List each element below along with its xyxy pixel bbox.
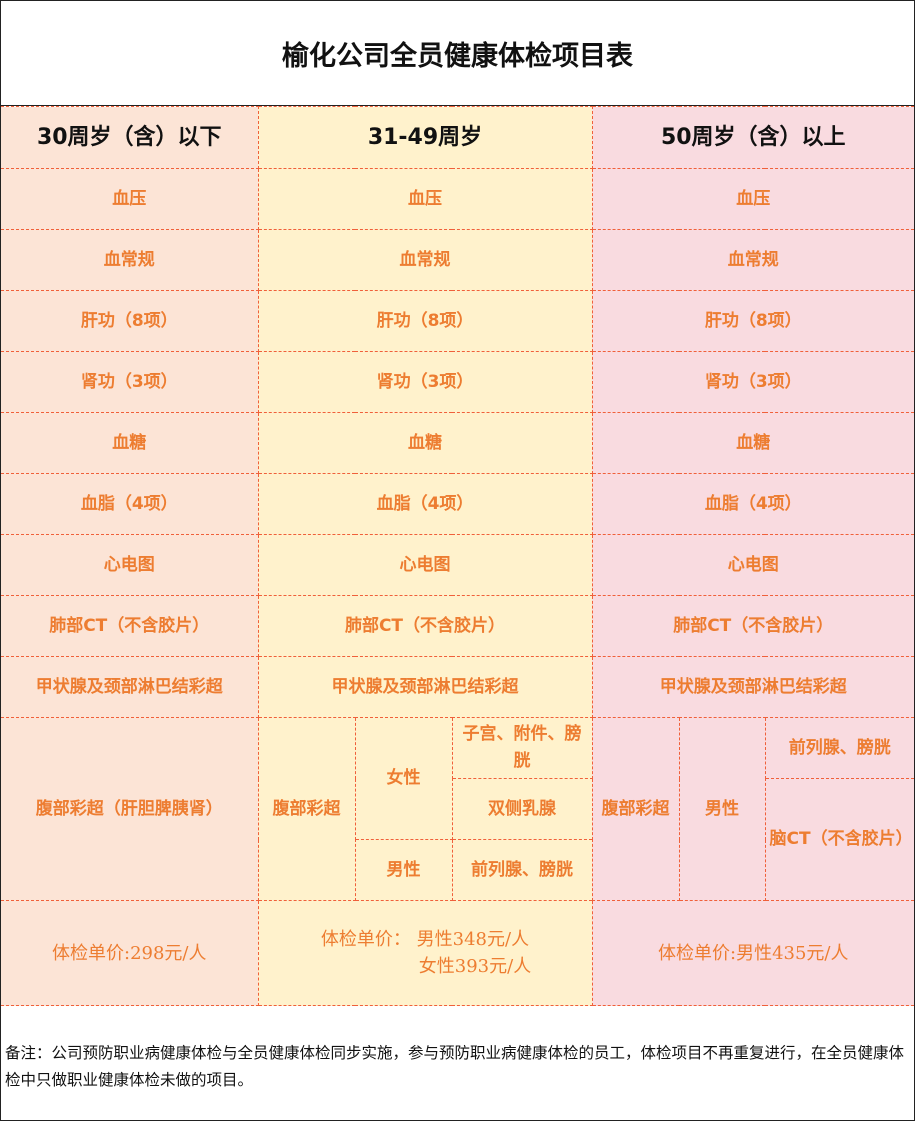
item-cell: 肺部CT（不含胶片） [591, 595, 914, 657]
female-label: 女性 [354, 717, 453, 840]
item-cell: 肝功（8项） [257, 290, 593, 352]
page-title: 榆化公司全员健康体检项目表 [1, 1, 914, 106]
item-cell: 血糖 [591, 412, 914, 474]
item-row: 血压 血压 血压 [1, 168, 914, 230]
header-row: 30周岁（含）以下 31-49周岁 50周岁（含）以上 [1, 106, 914, 169]
item-cell: 肾功（3项） [257, 351, 593, 413]
item-row: 血脂（4项） 血脂（4项） 血脂（4项） [1, 473, 914, 535]
item-row: 心电图 心电图 心电图 [1, 534, 914, 596]
item-cell: 甲状腺及颈部淋巴结彩超 [1, 656, 259, 718]
price-col1: 体检单价:298元/人 [1, 900, 259, 1006]
note: 备注：公司预防职业病健康体检与全员健康体检同步实施，参与预防职业病健康体检的员工… [5, 1044, 905, 1089]
male-item-col3: 脑CT（不含胶片） [764, 778, 914, 901]
item-row: 肾功（3项） 肾功（3项） 肾功（3项） [1, 351, 914, 413]
item-cell: 甲状腺及颈部淋巴结彩超 [257, 656, 593, 718]
item-cell: 肾功（3项） [591, 351, 914, 413]
item-row: 甲状腺及颈部淋巴结彩超 甲状腺及颈部淋巴结彩超 甲状腺及颈部淋巴结彩超 [1, 656, 914, 718]
abdomen-col2-label: 腹部彩超 [257, 717, 356, 901]
abdomen-col1: 腹部彩超（肝胆脾胰肾） [1, 717, 259, 901]
item-cell: 血压 [591, 168, 914, 230]
item-row: 血常规 血常规 血常规 [1, 229, 914, 291]
female-item: 子宫、附件、膀胱 [451, 717, 593, 779]
item-row: 肺部CT（不含胶片） 肺部CT（不含胶片） 肺部CT（不含胶片） [1, 595, 914, 657]
exam-table: 30周岁（含）以下 31-49周岁 50周岁（含）以上 血压 血压 血压 血常规 血常规… [1, 106, 914, 1006]
item-cell: 血糖 [257, 412, 593, 474]
male-item-col2: 前列腺、膀胱 [451, 839, 592, 901]
female-item: 双侧乳腺 [452, 778, 593, 840]
item-row: 肝功（8项） 肝功（8项） 肝功（8项） [1, 290, 914, 352]
price-col2: 体检单价： 男性348元/人女性393元/人 [257, 900, 593, 1006]
item-cell: 血常规 [591, 229, 914, 291]
item-cell: 血常规 [257, 229, 593, 291]
price-female: 女性393元/人 [418, 956, 532, 977]
item-cell: 血压 [257, 168, 593, 230]
item-cell: 血脂（4项） [257, 473, 593, 535]
price-row: 体检单价:298元/人 体检单价： 男性348元/人女性393元/人 体检单价:… [1, 900, 914, 1006]
item-cell: 肝功（8项） [1, 290, 259, 352]
male-label-col3: 男性 [678, 717, 766, 901]
item-cell: 甲状腺及颈部淋巴结彩超 [591, 656, 914, 718]
price-col3: 体检单价:男性435元/人 [591, 900, 914, 1006]
abdomen-row: 腹部彩超（肝胆脾胰肾） 腹部彩超 女性 子宫、附件、膀胱 腹部彩超 男性 前列腺… [1, 717, 914, 901]
header-age-30: 30周岁（含）以下 [1, 106, 259, 169]
item-cell: 血脂（4项） [591, 473, 914, 535]
item-cell: 心电图 [1, 534, 259, 596]
price-male: 体检单价： 男性348元/人 [320, 929, 530, 950]
abdomen-col3-label: 腹部彩超 [591, 717, 680, 901]
item-row: 血糖 血糖 血糖 [1, 412, 914, 474]
item-cell: 肺部CT（不含胶片） [1, 595, 259, 657]
item-cell: 心电图 [257, 534, 593, 596]
male-item-col3: 前列腺、膀胱 [764, 717, 914, 779]
item-cell: 肝功（8项） [591, 290, 914, 352]
item-cell: 血脂（4项） [1, 473, 259, 535]
item-cell: 肾功（3项） [1, 351, 259, 413]
item-cell: 肺部CT（不含胶片） [257, 595, 593, 657]
item-cell: 血常规 [1, 229, 259, 291]
header-age-31-49: 31-49周岁 [257, 106, 593, 169]
header-age-50: 50周岁（含）以上 [591, 106, 914, 169]
item-cell: 血压 [1, 168, 259, 230]
item-cell: 血糖 [1, 412, 259, 474]
male-label-col2: 男性 [355, 839, 453, 901]
item-cell: 心电图 [591, 534, 914, 596]
